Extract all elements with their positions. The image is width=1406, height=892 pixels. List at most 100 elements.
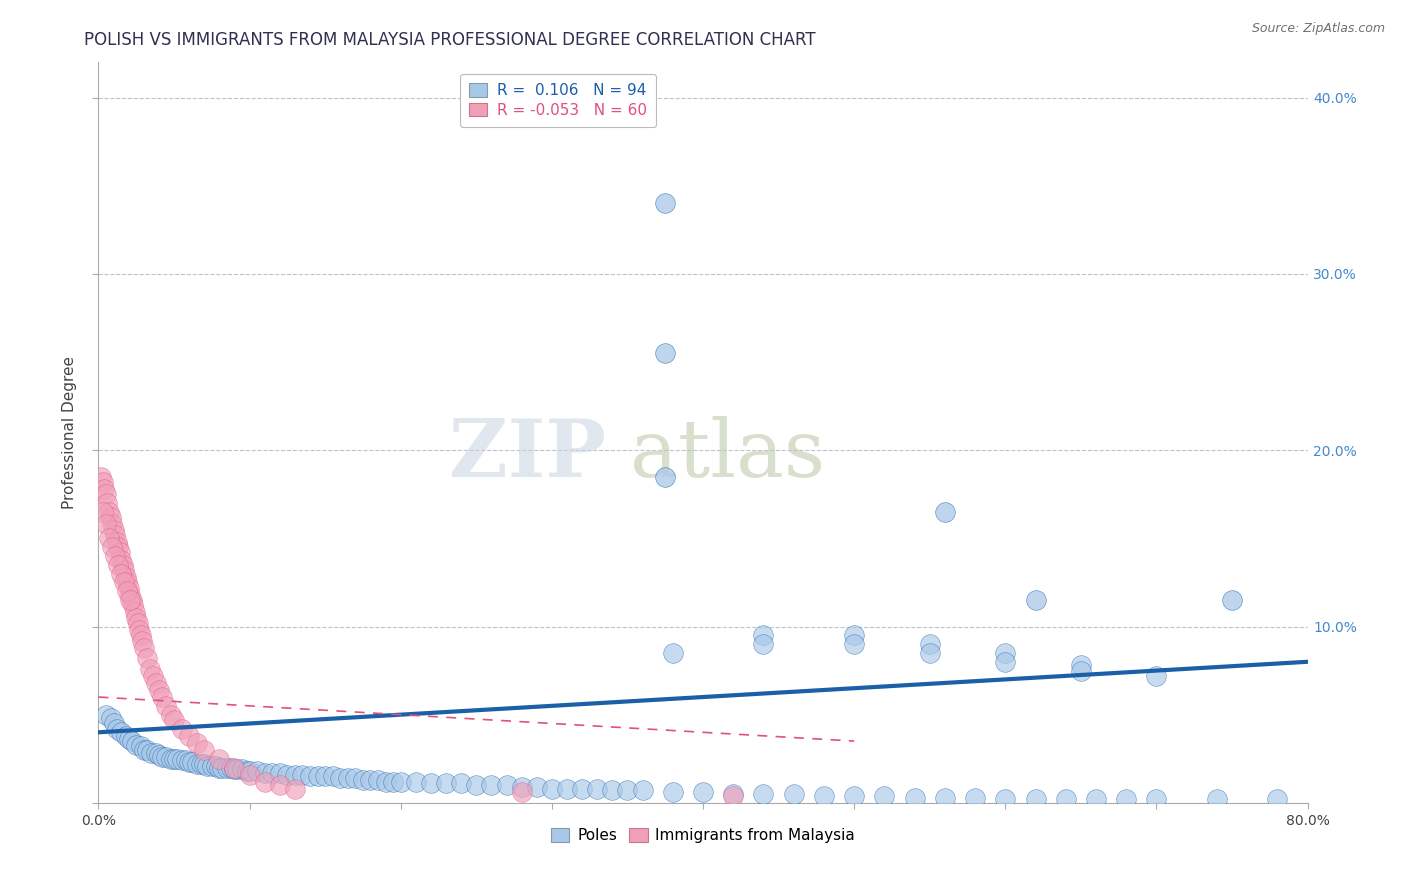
Point <box>118 732 141 747</box>
Point <box>994 655 1017 669</box>
Point <box>115 575 138 590</box>
Point <box>155 750 177 764</box>
Point <box>205 758 228 772</box>
Point <box>654 469 676 483</box>
Point <box>96 496 118 510</box>
Point <box>129 628 152 642</box>
Point <box>132 640 155 655</box>
Point <box>110 552 132 566</box>
Point <box>181 756 204 770</box>
Point <box>231 762 253 776</box>
Point <box>114 570 136 584</box>
Point <box>124 606 146 620</box>
Point <box>94 487 117 501</box>
Point <box>918 646 941 660</box>
Point <box>1024 593 1046 607</box>
Point <box>90 469 112 483</box>
Point <box>367 772 389 787</box>
Point <box>661 646 683 660</box>
Point <box>122 599 145 613</box>
Point <box>118 581 141 595</box>
Point <box>307 769 329 783</box>
Point <box>193 743 215 757</box>
Point <box>631 783 654 797</box>
Point <box>150 690 173 704</box>
Point <box>269 778 291 792</box>
Point <box>405 774 427 789</box>
Point <box>120 593 142 607</box>
Point <box>235 764 257 778</box>
Point <box>314 769 336 783</box>
Point <box>616 783 638 797</box>
Point <box>100 711 122 725</box>
Point <box>139 662 162 676</box>
Point <box>434 776 457 790</box>
Point <box>723 787 745 801</box>
Point <box>904 790 927 805</box>
Point <box>389 774 412 789</box>
Point <box>481 778 503 792</box>
Point <box>844 789 866 803</box>
Point <box>132 743 155 757</box>
Point <box>101 540 124 554</box>
Point <box>174 754 197 768</box>
Y-axis label: Professional Degree: Professional Degree <box>62 356 77 509</box>
Point <box>510 780 533 794</box>
Point <box>145 676 167 690</box>
Point <box>934 790 956 805</box>
Point <box>253 774 276 789</box>
Point <box>98 532 121 546</box>
Point <box>329 771 352 785</box>
Point <box>360 772 382 787</box>
Point <box>179 756 201 770</box>
Point <box>965 790 987 805</box>
Point <box>918 637 941 651</box>
Point <box>108 545 131 559</box>
Point <box>253 765 276 780</box>
Point <box>208 760 231 774</box>
Point <box>104 549 127 563</box>
Point <box>121 734 143 748</box>
Point <box>125 738 148 752</box>
Point <box>91 505 114 519</box>
Point <box>155 698 177 713</box>
Point <box>135 743 157 757</box>
Point <box>602 783 624 797</box>
Point <box>114 729 136 743</box>
Point <box>1220 593 1243 607</box>
Point <box>844 637 866 651</box>
Point <box>107 540 129 554</box>
Point <box>752 637 775 651</box>
Point <box>1206 792 1229 806</box>
Point <box>224 762 246 776</box>
Point <box>284 781 307 796</box>
Point <box>141 747 163 761</box>
Point <box>994 646 1017 660</box>
Point <box>179 729 201 743</box>
Point <box>93 482 115 496</box>
Point <box>510 785 533 799</box>
Point <box>160 707 183 722</box>
Legend: Poles, Immigrants from Malaysia: Poles, Immigrants from Malaysia <box>544 821 862 851</box>
Point <box>142 669 165 683</box>
Point <box>661 785 683 799</box>
Point <box>276 767 298 781</box>
Point <box>160 752 183 766</box>
Point <box>284 767 307 781</box>
Point <box>193 757 215 772</box>
Point <box>186 757 208 772</box>
Point <box>813 789 835 803</box>
Point <box>110 725 132 739</box>
Point <box>105 535 128 549</box>
Point <box>94 707 117 722</box>
Point <box>465 778 488 792</box>
Point <box>783 787 806 801</box>
Point <box>112 563 135 577</box>
Point <box>752 787 775 801</box>
Point <box>586 781 609 796</box>
Point <box>654 346 676 360</box>
Point <box>125 610 148 624</box>
Point <box>752 628 775 642</box>
Point <box>131 633 153 648</box>
Point <box>150 750 173 764</box>
